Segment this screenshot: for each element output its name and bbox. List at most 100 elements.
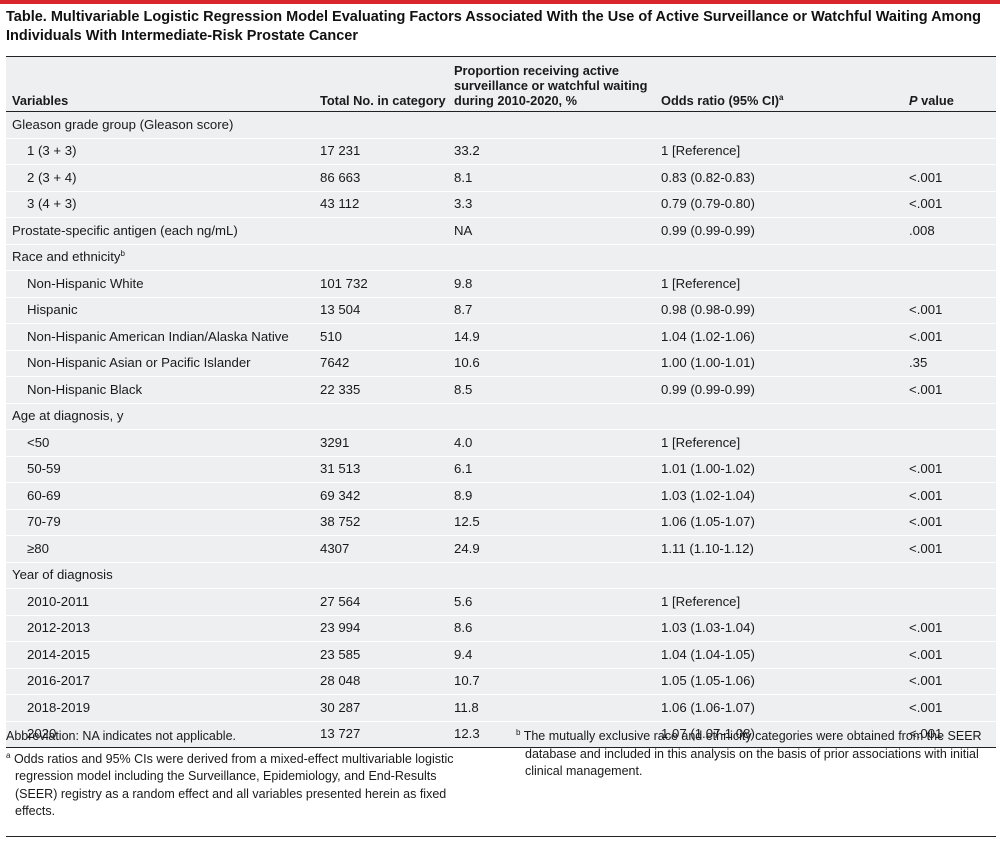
row-label: Non-Hispanic American Indian/Alaska Nati…: [6, 323, 314, 350]
footnote-b-marker: b: [516, 728, 521, 737]
row-group-label: Age at diagnosis, y: [6, 402, 314, 430]
cell-total: 69 342: [314, 482, 448, 509]
cell-p-value: [903, 429, 996, 456]
cell-odds-ratio: 1.03 (1.02-1.04): [655, 482, 903, 509]
footnote-b-text: The mutually exclusive race and ethnicit…: [523, 729, 982, 778]
row-label: Prostate-specific antigen (each ng/mL): [6, 217, 314, 244]
row-group-label: Year of diagnosis: [6, 561, 314, 589]
table-row: 60-69 69 342 8.9 1.03 (1.02-1.04) <.001: [6, 482, 996, 509]
cell-proportion: 3.3: [448, 190, 655, 218]
footnotes-right-column: b The mutually exclusive race and ethnic…: [516, 728, 991, 781]
cell-odds-ratio: [655, 402, 903, 430]
cell-odds-ratio: 0.99 (0.99-0.99): [655, 217, 903, 244]
table-row: 2014-2015 23 585 9.4 1.04 (1.04-1.05) <.001: [6, 641, 996, 668]
abbreviation-note: Abbreviation: NA indicates not applicabl…: [6, 729, 237, 743]
header-p-letter: P: [909, 93, 918, 108]
cell-p-value: <.001: [903, 376, 996, 403]
table-row: 2 (3 + 4) 86 663 8.1 0.83 (0.82-0.83) <.001: [6, 164, 996, 191]
table-row: 2012-2013 23 994 8.6 1.03 (1.03-1.04) <.001: [6, 614, 996, 642]
cell-p-value: [903, 270, 996, 297]
cell-odds-ratio: 1 [Reference]: [655, 429, 903, 456]
row-label: 2016-2017: [6, 667, 314, 695]
row-label-text: 1 (3 + 3): [27, 143, 77, 159]
cell-total: 13 727: [314, 720, 448, 748]
row-label-text: 60-69: [27, 487, 61, 503]
cell-p-value: [903, 112, 996, 139]
cell-odds-ratio: 1.04 (1.04-1.05): [655, 641, 903, 668]
row-label-text: ≥80: [27, 540, 49, 556]
table-row: <50 3291 4.0 1 [Reference]: [6, 429, 996, 456]
footnote-a-text: Odds ratios and 95% CIs were derived fro…: [13, 751, 454, 819]
cell-p-value: <.001: [903, 667, 996, 695]
cell-total: [314, 112, 448, 139]
cell-proportion: [448, 243, 655, 271]
cell-total: 13 504: [314, 296, 448, 324]
row-label-text: 2012-2013: [27, 620, 91, 636]
row-label: 50-59: [6, 455, 314, 483]
cell-proportion: [448, 402, 655, 430]
cell-odds-ratio: 1 [Reference]: [655, 137, 903, 165]
cell-total: 101 732: [314, 270, 448, 297]
cell-proportion: 8.9: [448, 482, 655, 509]
footnote-b: b The mutually exclusive race and ethnic…: [516, 728, 991, 781]
cell-proportion: [448, 112, 655, 139]
top-accent-rule: [0, 0, 1000, 4]
header-odds-ratio: Odds ratio (95% CI)a: [655, 56, 903, 112]
cell-total: 38 752: [314, 508, 448, 536]
cell-odds-ratio: [655, 243, 903, 271]
cell-odds-ratio: 1.00 (1.00-1.01): [655, 349, 903, 377]
row-label-text: Year of diagnosis: [12, 567, 113, 583]
cell-total: 3291: [314, 429, 448, 456]
cell-odds-ratio: 1.07 (1.07-1.08): [655, 720, 903, 748]
cell-proportion: 14.9: [448, 323, 655, 350]
cell-odds-ratio: 0.79 (0.79-0.80): [655, 190, 903, 218]
cell-p-value: <.001: [903, 164, 996, 191]
row-label-text: Prostate-specific antigen (each ng/mL): [12, 222, 238, 238]
row-label-text: 2 (3 + 4): [27, 169, 77, 185]
footnotes-left-column: Abbreviation: NA indicates not applicabl…: [6, 728, 476, 821]
cell-total: 27 564: [314, 588, 448, 615]
row-label-text: 2010-2011: [27, 593, 90, 609]
cell-p-value: <.001: [903, 614, 996, 642]
row-label: 1 (3 + 3): [6, 137, 314, 165]
cell-odds-ratio: 0.98 (0.98-0.99): [655, 296, 903, 324]
table-row: 3 (4 + 3) 43 112 3.3 0.79 (0.79-0.80) <.001: [6, 190, 996, 218]
cell-total: [314, 217, 448, 244]
row-label-text: Gleason grade group (Gleason score): [12, 116, 234, 132]
row-label: 70-79: [6, 508, 314, 536]
table-row: 2010-2011 27 564 5.6 1 [Reference]: [6, 588, 996, 615]
cell-total: [314, 243, 448, 271]
row-label: 60-69: [6, 482, 314, 509]
cell-odds-ratio: 1.01 (1.00-1.02): [655, 455, 903, 483]
cell-proportion: 9.4: [448, 641, 655, 668]
header-variables: Variables: [6, 56, 314, 112]
row-label-text: 2016-2017: [27, 673, 91, 689]
cell-p-value: [903, 588, 996, 615]
row-label-text: 3 (4 + 3): [27, 196, 77, 212]
table-container: Variables Total No. in category Proporti…: [6, 56, 996, 748]
row-label: Non-Hispanic White: [6, 270, 314, 297]
cell-total: 30 287: [314, 694, 448, 721]
cell-p-value: .35: [903, 349, 996, 377]
table-row: Race and ethnicityb: [6, 243, 996, 271]
row-label-text: Non-Hispanic White: [27, 275, 144, 291]
table-row: 2016-2017 28 048 10.7 1.05 (1.05-1.06) <.001: [6, 667, 996, 695]
cell-p-value: <.001: [903, 508, 996, 536]
table-row: Year of diagnosis: [6, 561, 996, 589]
cell-total: 86 663: [314, 164, 448, 191]
header-row: Variables Total No. in category Proporti…: [6, 56, 996, 112]
cell-total: 43 112: [314, 190, 448, 218]
cell-proportion: NA: [448, 217, 655, 244]
table-title: Table. Multivariable Logistic Regression…: [6, 9, 982, 44]
cell-total: 23 585: [314, 641, 448, 668]
table-row: 1 (3 + 3) 17 231 33.2 1 [Reference]: [6, 137, 996, 165]
row-label-text: Non-Hispanic American Indian/Alaska Nati…: [27, 328, 289, 344]
row-label-text: Non-Hispanic Asian or Pacific Islander: [27, 355, 251, 371]
cell-total: 31 513: [314, 455, 448, 483]
cell-total: [314, 561, 448, 589]
cell-p-value: <.001: [903, 296, 996, 324]
table-row: 2018-2019 30 287 11.8 1.06 (1.06-1.07) <.001: [6, 694, 996, 721]
cell-total: 7642: [314, 349, 448, 377]
cell-odds-ratio: [655, 112, 903, 139]
header-odds-ratio-label: Odds ratio (95% CI): [661, 93, 780, 108]
